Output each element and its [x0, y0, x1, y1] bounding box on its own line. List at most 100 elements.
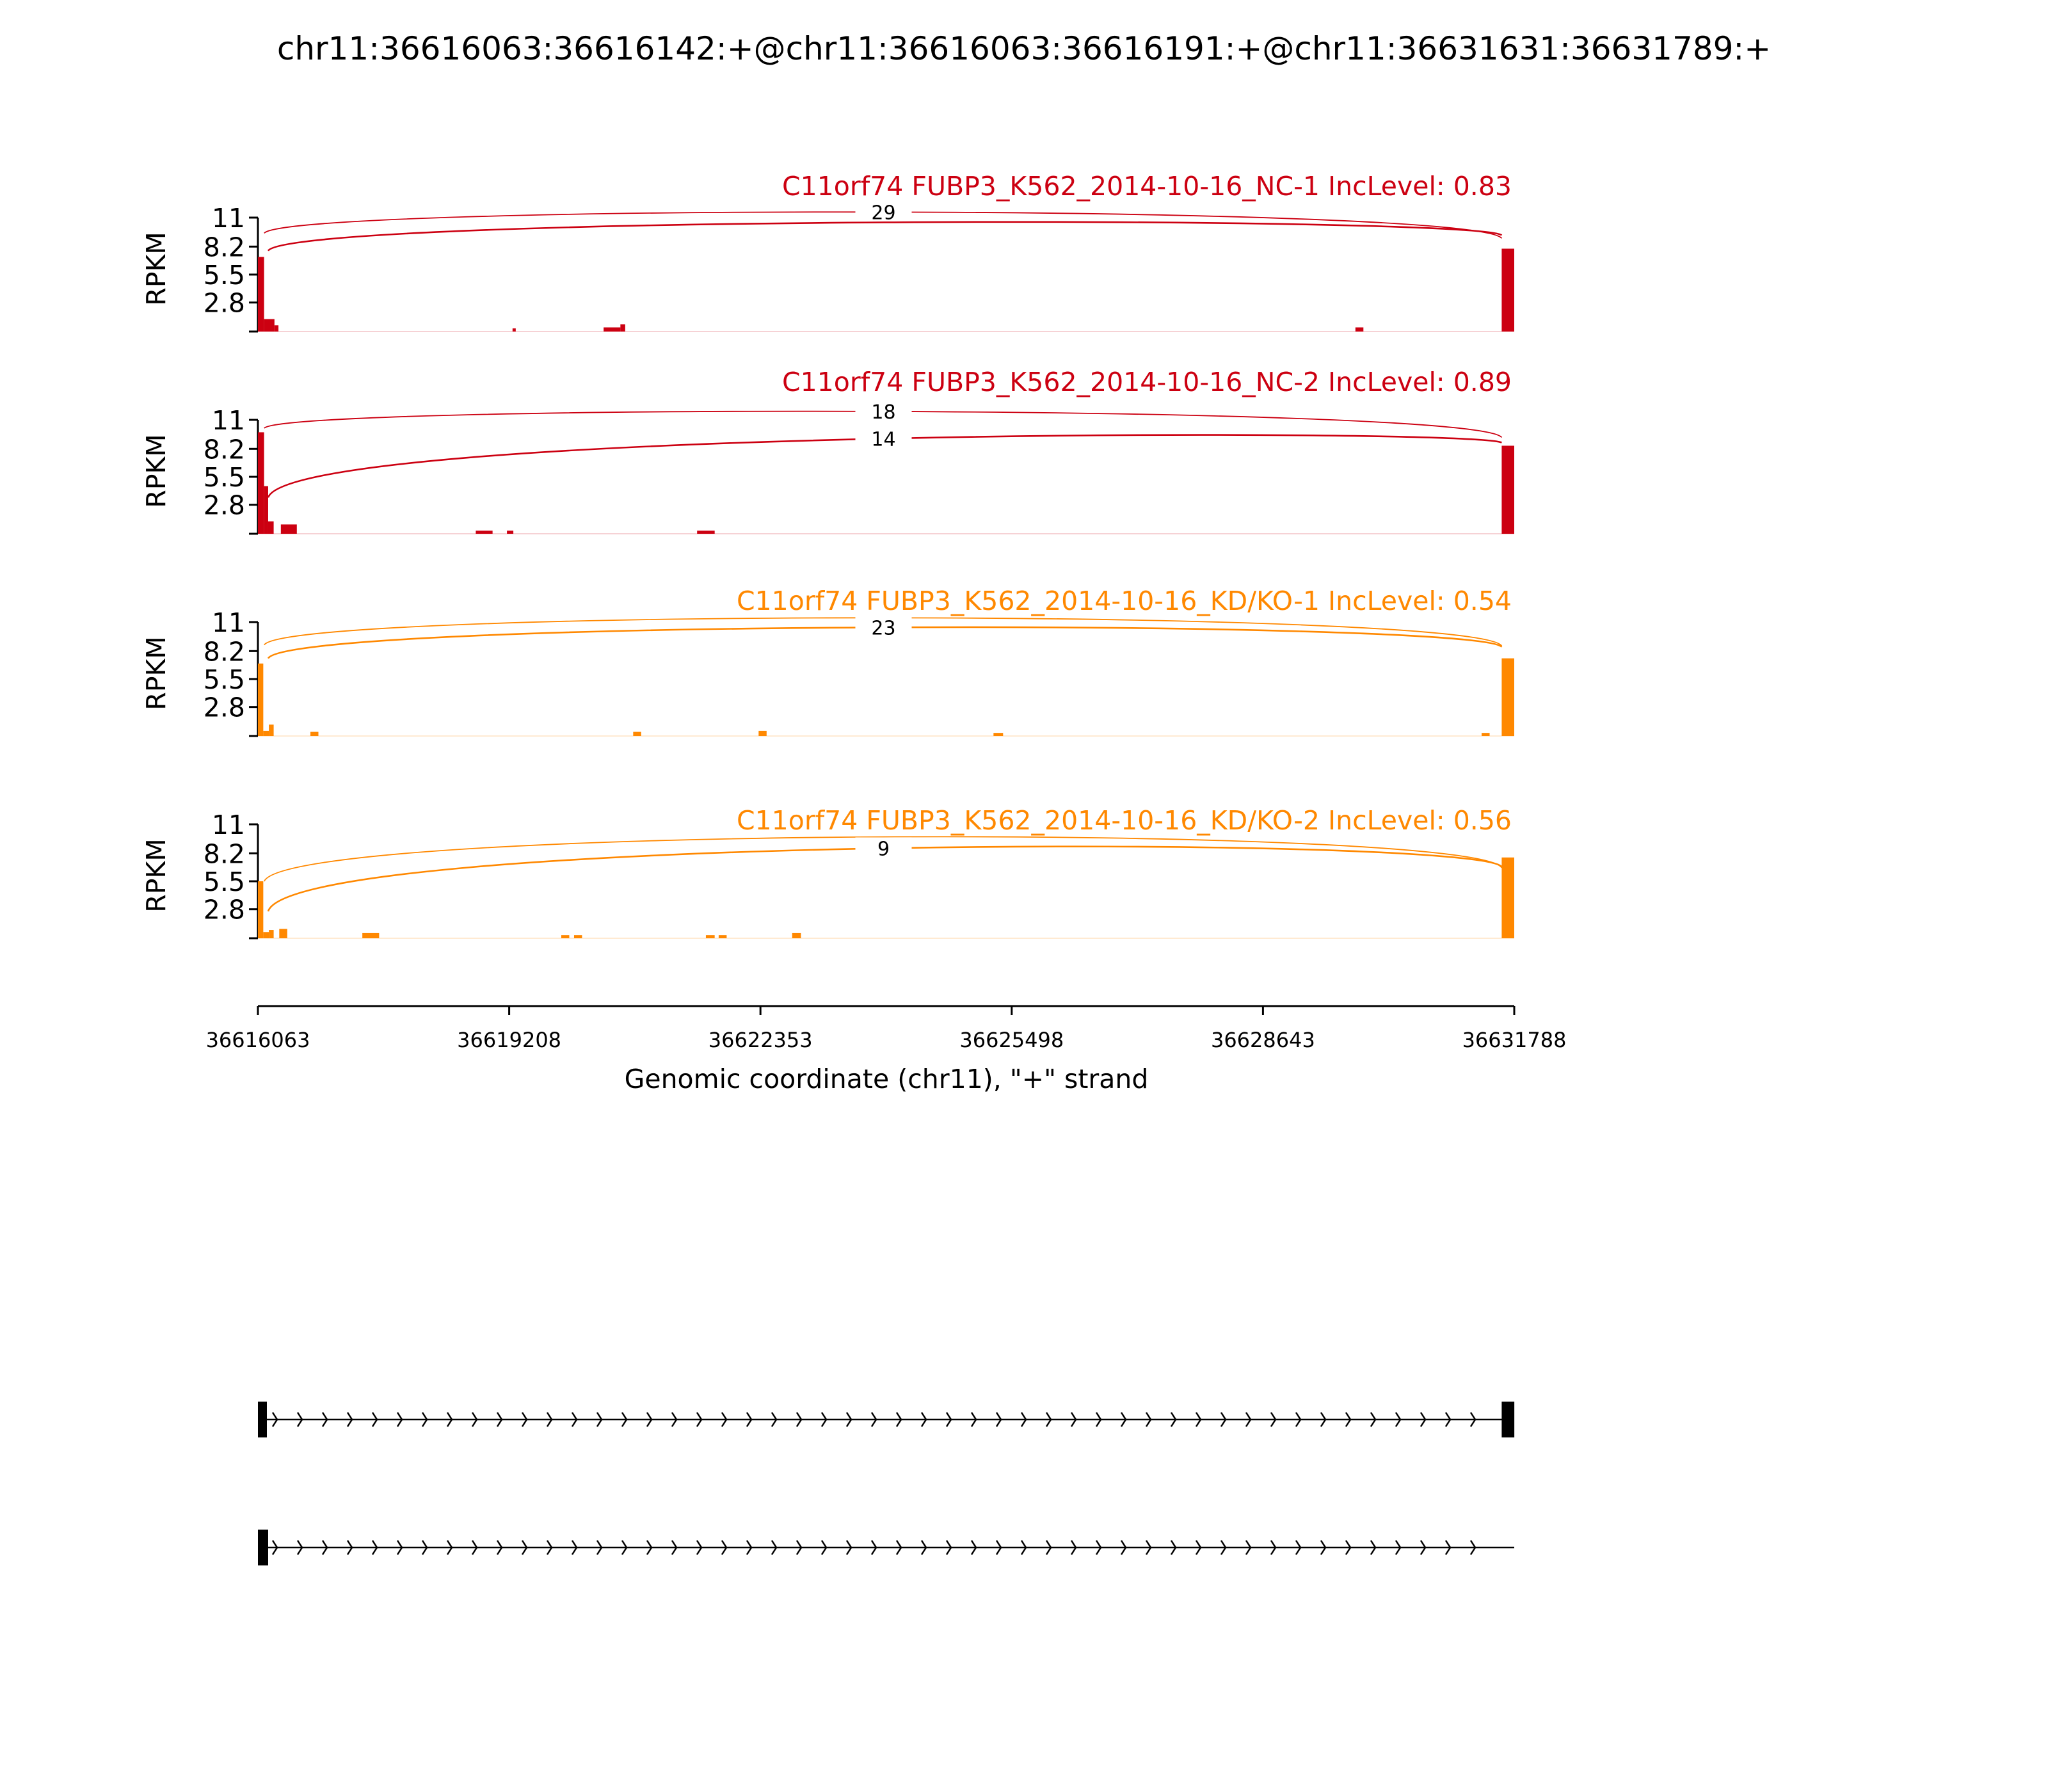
- y-tick-label: 2.8: [204, 288, 245, 319]
- panel-1-ylabel: RPKM: [141, 232, 172, 305]
- strand-chevron: [1370, 1412, 1377, 1427]
- strand-chevron: [771, 1412, 778, 1427]
- strand-chevron: [1469, 1412, 1476, 1427]
- strand-chevron: [421, 1412, 428, 1427]
- coverage-bar: [1501, 248, 1514, 332]
- junction-count-label: 14: [871, 428, 895, 451]
- panel-3-ylabel: RPKM: [141, 636, 172, 710]
- panel-2-coverage: [258, 432, 1514, 534]
- panel-4-yaxis: 118.25.52.8: [204, 810, 259, 940]
- panel-4-title: C11orf74 FUBP3_K562_2014-10-16_KD/KO-2 I…: [737, 805, 1512, 836]
- panel-1-title: C11orf74 FUBP3_K562_2014-10-16_NC-1 IncL…: [782, 171, 1512, 202]
- strand-chevron: [546, 1412, 553, 1427]
- junction-arc: [267, 221, 1503, 252]
- plot-title: chr11:36616063:36616142:+@chr11:36616063…: [277, 30, 1771, 67]
- panel-4-ylabel: RPKM: [141, 838, 172, 912]
- strand-chevron: [396, 1540, 403, 1555]
- strand-chevron: [1345, 1412, 1352, 1427]
- y-tick-label: 8.2: [204, 434, 245, 465]
- strand-chevron: [1469, 1540, 1476, 1555]
- strand-chevron: [796, 1412, 803, 1427]
- panel-4: C11orf74 FUBP3_K562_2014-10-16_KD/KO-2 I…: [141, 805, 1514, 940]
- strand-chevron: [521, 1540, 528, 1555]
- panel-1-junctions: 29: [264, 201, 1503, 252]
- panel-2-ylabel: RPKM: [141, 434, 172, 508]
- strand-chevron: [621, 1540, 628, 1555]
- strand-chevron: [1195, 1412, 1202, 1427]
- strand-chevron: [1245, 1540, 1252, 1555]
- junction-count-label: 23: [871, 617, 895, 639]
- transcript-2: [258, 1530, 1514, 1565]
- strand-chevron: [296, 1412, 303, 1427]
- junction-count-label: 29: [871, 202, 895, 224]
- strand-chevron: [746, 1540, 753, 1555]
- exon-block: [258, 1530, 268, 1565]
- strand-chevron: [496, 1412, 503, 1427]
- panel-1: C11orf74 FUBP3_K562_2014-10-16_NC-1 IncL…: [141, 171, 1514, 333]
- strand-chevron: [346, 1540, 353, 1555]
- strand-chevron: [1270, 1540, 1277, 1555]
- panel-3: C11orf74 FUBP3_K562_2014-10-16_KD/KO-1 I…: [141, 586, 1514, 737]
- strand-chevron: [546, 1540, 553, 1555]
- x-ticks: 36616063 36619208 36622353 36625498 36628643…: [206, 1006, 1567, 1052]
- strand-chevron: [1120, 1540, 1127, 1555]
- strand-chevron: [1270, 1412, 1277, 1427]
- strand-chevron: [1020, 1540, 1027, 1555]
- coverage-bar: [697, 531, 715, 534]
- x-tick-label: 36625498: [959, 1028, 1064, 1052]
- coverage-bar: [268, 521, 274, 534]
- strand-chevron: [870, 1412, 877, 1427]
- x-tick-label: 36631788: [1462, 1028, 1567, 1052]
- strand-chevron: [895, 1540, 902, 1555]
- strand-chevron: [1320, 1412, 1327, 1427]
- junction-label-box: [855, 201, 912, 223]
- coverage-bar: [993, 733, 1004, 736]
- strand-chevron: [771, 1540, 778, 1555]
- strand-chevron: [945, 1412, 952, 1427]
- junction-label-box: [855, 837, 912, 860]
- strand-chevron: [671, 1540, 678, 1555]
- strand-chevron: [1345, 1540, 1352, 1555]
- y-tick-label: 11: [212, 405, 245, 436]
- coverage-bar: [269, 724, 274, 736]
- strand-chevron: [945, 1540, 952, 1555]
- strand-chevron: [1170, 1412, 1177, 1427]
- panel-3-coverage: [258, 658, 1514, 737]
- strand-chevron: [1070, 1412, 1077, 1427]
- panel-3-junctions: 23: [264, 616, 1503, 659]
- strand-chevron: [696, 1412, 703, 1427]
- strand-chevron: [1420, 1540, 1427, 1555]
- strand-chevron: [1095, 1412, 1102, 1427]
- coverage-bar: [604, 327, 621, 332]
- strand-chevron: [296, 1540, 303, 1555]
- panel-4-junctions: 9: [264, 836, 1503, 912]
- strand-chevron: [396, 1412, 403, 1427]
- strand-chevron: [796, 1540, 803, 1555]
- strand-chevron: [1220, 1540, 1227, 1555]
- coverage-bar: [1501, 658, 1514, 736]
- y-tick-label: 2.8: [204, 692, 245, 723]
- coverage-bar: [258, 432, 264, 534]
- y-tick-label: 5.5: [204, 462, 245, 493]
- strand-chevron: [870, 1540, 877, 1555]
- coverage-bar: [279, 929, 287, 938]
- coverage-bar: [633, 732, 641, 736]
- strand-chevron: [446, 1540, 453, 1555]
- strand-chevron: [646, 1412, 653, 1427]
- strand-chevron: [1145, 1412, 1152, 1427]
- strand-chevron: [271, 1412, 278, 1427]
- strand-chevron: [1220, 1412, 1227, 1427]
- junction-label-box: [855, 428, 912, 450]
- panel-2-yaxis: 118.25.52.8: [204, 405, 259, 535]
- coverage-bar: [512, 328, 516, 332]
- strand-chevron: [970, 1540, 977, 1555]
- junction-label-box: [855, 400, 912, 422]
- y-tick-label: 11: [212, 810, 245, 840]
- strand-chevron: [1045, 1412, 1052, 1427]
- coverage-bar: [310, 732, 319, 736]
- x-tick-label: 36628643: [1211, 1028, 1315, 1052]
- strand-chevron: [1020, 1412, 1027, 1427]
- panel-4-coverage: [258, 857, 1514, 939]
- panel-2: C11orf74 FUBP3_K562_2014-10-16_NC-2 IncL…: [141, 367, 1514, 535]
